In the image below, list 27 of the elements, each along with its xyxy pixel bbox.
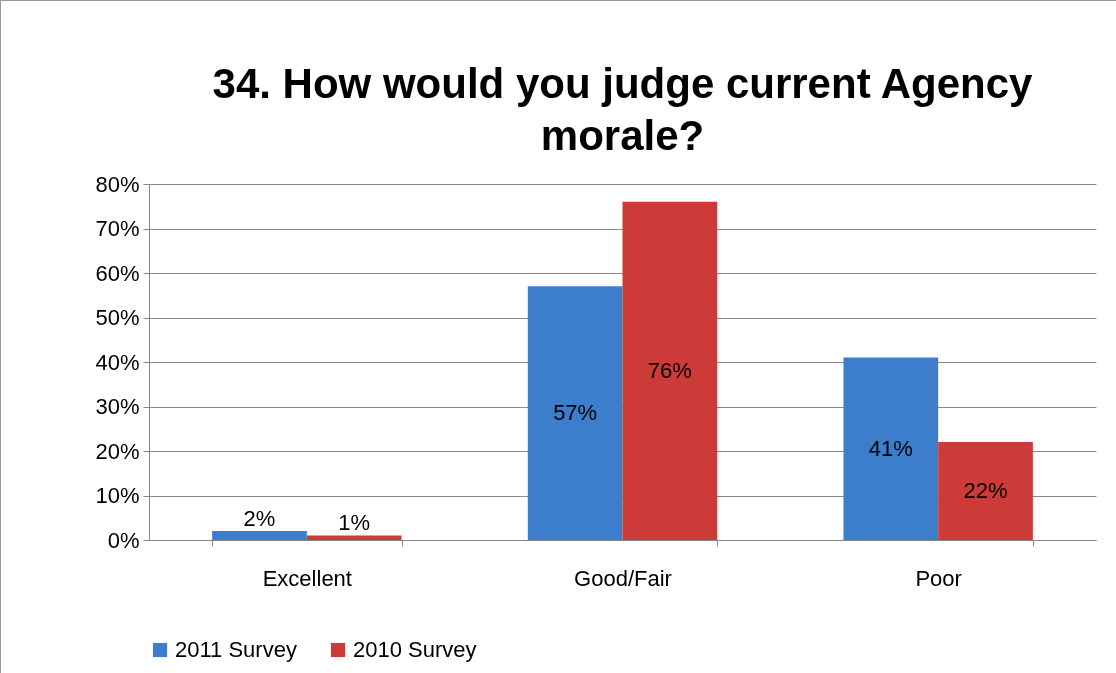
y-tick-label: 80% — [95, 171, 140, 197]
bar — [527, 286, 623, 540]
x-tick-label: Excellent — [262, 565, 352, 591]
y-tick-label: 20% — [95, 438, 140, 464]
legend-label: 2010 Survey — [353, 637, 477, 662]
data-label: 57% — [553, 400, 598, 426]
y-tick-label: 50% — [95, 305, 140, 330]
bar — [306, 535, 402, 540]
data-label: 76% — [647, 357, 692, 383]
bar — [212, 531, 307, 540]
bar — [622, 201, 718, 540]
data-label: 1% — [338, 510, 371, 536]
x-tick-label: Poor — [915, 565, 962, 591]
y-tick-label: 40% — [95, 349, 140, 375]
x-tick-label: Good/Fair — [574, 565, 672, 591]
y-tick-label: 60% — [95, 260, 140, 286]
y-tick-label: 30% — [95, 394, 140, 419]
y-tick-label: 0% — [107, 527, 140, 553]
data-label: 2% — [243, 505, 276, 531]
data-label: 22% — [963, 478, 1008, 504]
y-tick-label: 10% — [95, 483, 140, 508]
legend-label: 2011 Survey — [175, 637, 297, 662]
data-label: 41% — [868, 435, 913, 461]
bar — [938, 442, 1033, 540]
bar — [843, 357, 939, 540]
chart-title: 34. How would you judge current Agency morale? — [212, 60, 1034, 159]
y-tick-label: 70% — [95, 216, 140, 241]
